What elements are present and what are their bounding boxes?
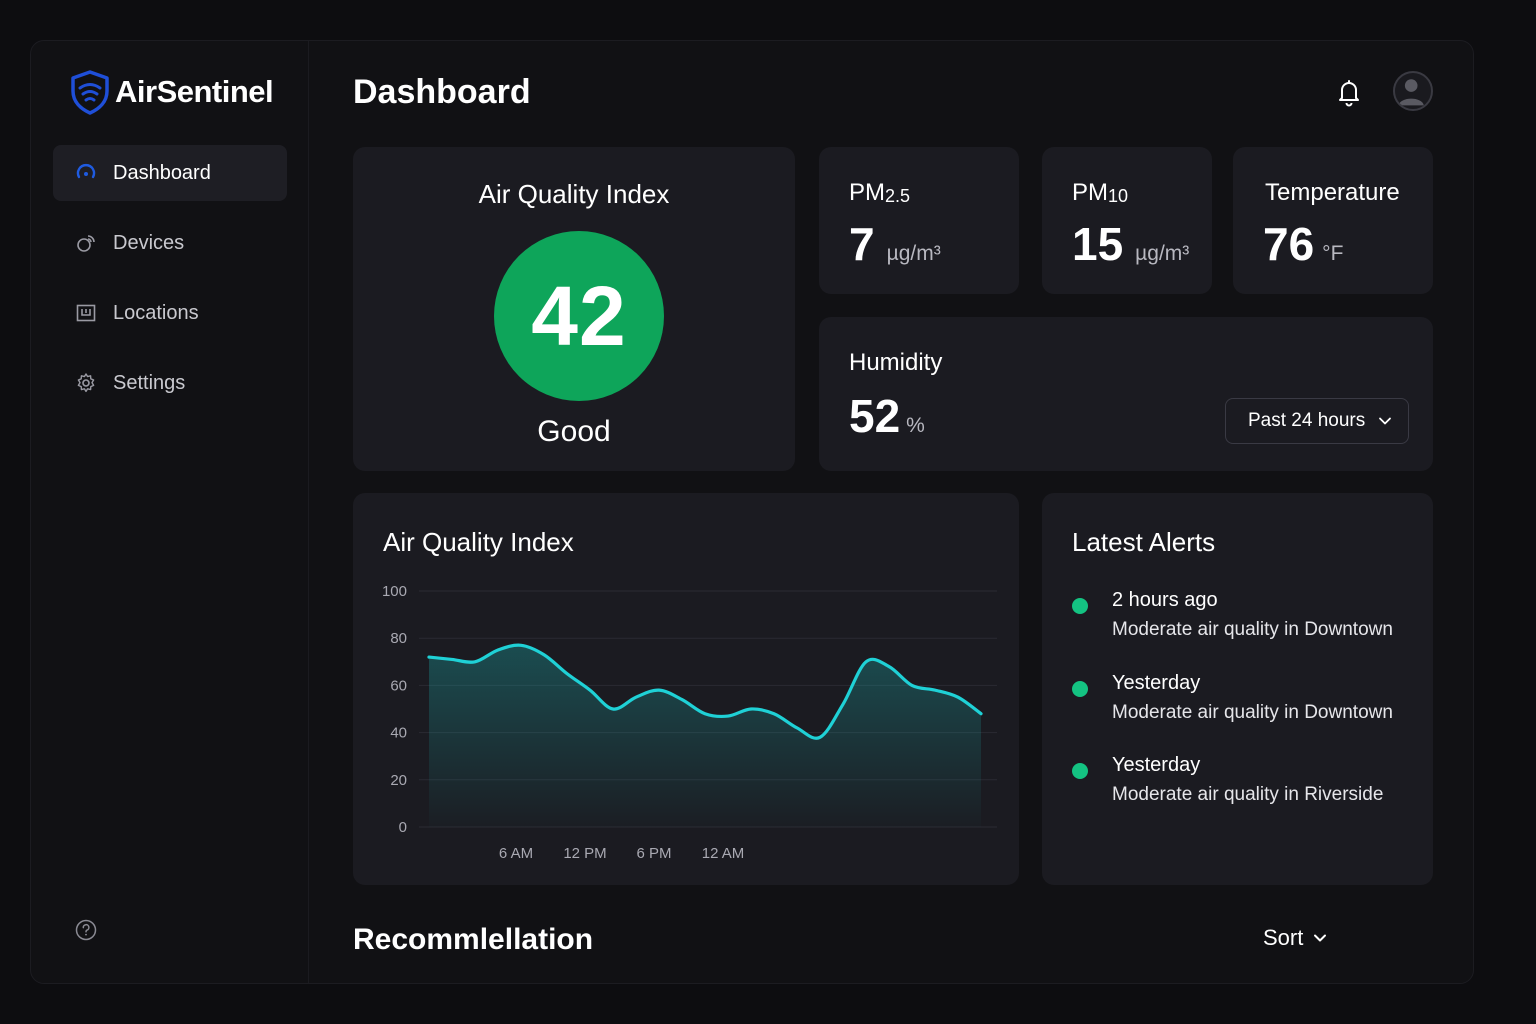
y-tick-label: 0 [399,819,407,836]
gear-icon [75,372,97,394]
pm25-unit: µg/m³ [886,242,941,265]
x-tick-label: 12 AM [702,845,745,862]
pm10-reading: 15 µg/m³ [1072,217,1189,271]
recommendation-title: Recommlellation [353,923,594,956]
brand[interactable]: AirSentinel [69,69,274,115]
sidebar: AirSentinel Dashboard Devices Locations [31,41,309,983]
y-axis-ticks: 0 20 40 60 80 100 [382,583,407,836]
x-tick-label: 6 PM [636,845,671,862]
chart-area [429,645,981,827]
temperature-card: Temperature 76 °F [1233,147,1433,294]
sort-label: Sort [1263,925,1304,950]
time-range-select[interactable]: Past 24 hours [1225,398,1409,444]
pm10-label-sub: 10 [1108,186,1129,206]
pm25-label: PM2.5 [849,179,910,207]
shield-logo-icon [71,70,109,115]
pm10-value: 15 [1072,218,1124,270]
x-tick-label: 12 PM [563,845,606,862]
help-icon[interactable] [75,919,97,941]
pm25-label-main: PM [849,179,885,206]
brand-name: AirSentinel [115,74,274,109]
aqi-status: Good [537,415,611,448]
status-dot [1072,763,1088,779]
page-title: Dashboard [353,73,531,111]
aqi-chart-card: 0 20 40 60 80 100 6 AM 12 PM 6 PM 12 AM Air Qual… [353,493,1019,885]
alert-message: Moderate air quality in Riverside [1112,784,1384,805]
y-tick-label: 80 [390,630,407,647]
sidebar-item-settings[interactable]: Settings [53,355,287,411]
sidebar-item-locations[interactable]: Locations [53,285,287,341]
sidebar-item-label: Locations [113,301,199,324]
aqi-card: Air Quality Index 42 Good [353,147,795,471]
x-axis-ticks: 6 AM 12 PM 6 PM 12 AM [499,845,744,862]
pm25-value: 7 [849,218,875,270]
alert-time: Yesterday [1112,672,1201,694]
humidity-unit: % [906,414,925,437]
alert-time: Yesterday [1112,754,1201,776]
pm25-reading: 7 µg/m³ [849,217,941,271]
humidity-reading: 52 % [849,389,925,443]
temperature-value: 76 [1263,218,1315,270]
map-icon [75,302,97,324]
pm10-unit: µg/m³ [1135,242,1190,265]
y-tick-label: 20 [390,772,407,789]
sidebar-item-label: Devices [113,231,185,254]
temperature-reading: 76 °F [1263,217,1343,271]
pm25-card: PM2.5 7 µg/m³ [819,147,1019,294]
temperature-label: Temperature [1265,179,1400,206]
y-tick-label: 60 [390,677,407,694]
signal-icon [75,232,97,254]
avatar[interactable] [1393,71,1433,111]
alerts-title: Latest Alerts [1072,527,1216,557]
humidity-value: 52 [849,390,901,442]
aqi-line-chart: 0 20 40 60 80 100 6 AM 12 PM 6 PM 12 AM [382,583,997,862]
aqi-title: Air Quality Index [478,179,670,209]
gauge-icon [75,162,97,184]
y-tick-label: 100 [382,583,407,600]
bell-icon[interactable] [1335,77,1363,107]
alerts-card: Latest Alerts 2 hours ago Moderate air q… [1042,493,1433,885]
sidebar-item-label: Settings [113,371,186,394]
pm25-label-sub: 2.5 [885,186,911,206]
app-window: AirSentinel Dashboard Devices Locations [30,40,1474,984]
time-range-value: Past 24 hours [1248,410,1366,431]
temperature-unit: °F [1322,242,1344,265]
x-tick-label: 6 AM [499,845,533,862]
sidebar-item-devices[interactable]: Devices [53,215,287,271]
alert-message: Moderate air quality in Downtown [1112,619,1393,640]
sidebar-item-label: Dashboard [113,161,211,184]
humidity-card: Humidity 52 % Past 24 hours [819,317,1433,471]
status-dot [1072,681,1088,697]
user-icon [1398,79,1424,106]
pm10-label: PM10 [1072,179,1128,207]
chevron-down-icon [1314,934,1327,942]
pm10-label-main: PM [1072,179,1108,206]
sidebar-nav: Dashboard Devices Locations Settings [53,145,287,425]
alert-time: 2 hours ago [1112,589,1218,611]
sort-button[interactable]: Sort [1263,925,1327,951]
aqi-gauge: 42 [494,231,664,401]
sidebar-item-dashboard[interactable]: Dashboard [53,145,287,201]
humidity-label: Humidity [849,349,943,376]
aqi-value: 42 [531,268,627,363]
chevron-down-icon [1379,417,1391,425]
chart-series-line [427,643,983,740]
status-dot [1072,598,1088,614]
alert-message: Moderate air quality in Downtown [1112,702,1393,723]
y-tick-label: 40 [390,725,407,742]
chart-title: Air Quality Index [383,527,574,557]
pm10-card: PM10 15 µg/m³ [1042,147,1212,294]
